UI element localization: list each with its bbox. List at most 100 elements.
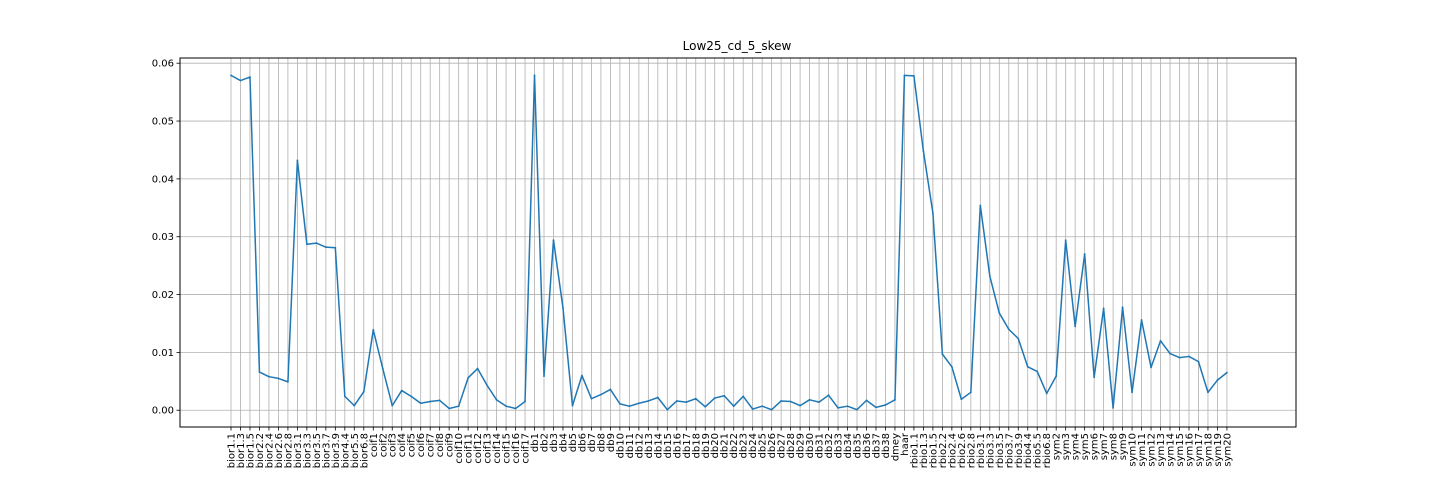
chart-title: Low25_cd_5_skew — [683, 39, 792, 53]
x-tick-label: coif1 — [369, 433, 380, 457]
data-point — [808, 398, 811, 401]
data-point — [268, 375, 270, 378]
data-point — [305, 243, 308, 246]
x-tick-label: coif9 — [445, 433, 456, 457]
data-point — [637, 402, 640, 405]
data-point — [1188, 355, 1190, 358]
data-point — [1140, 319, 1143, 321]
x-tick-label: db38 — [881, 433, 892, 458]
data-point — [353, 404, 356, 407]
x-tick-label: sym8 — [1109, 433, 1120, 460]
x-tick-label: sym4 — [1071, 433, 1082, 460]
x-tick-label: db24 — [748, 433, 759, 458]
x-tick-label: coif15 — [502, 433, 513, 464]
x-tick-label: dmey — [890, 433, 901, 461]
x-tick-label: rbio2.6 — [957, 433, 968, 468]
data-point — [827, 394, 830, 397]
x-tick-label: db12 — [634, 433, 645, 458]
x-tick-label: haar — [900, 432, 911, 456]
x-tick-label: db35 — [853, 433, 864, 458]
x-tick-label: db3 — [549, 433, 560, 452]
data-point — [685, 401, 688, 404]
data-point — [343, 395, 346, 398]
data-point — [950, 365, 953, 368]
data-point — [865, 399, 868, 402]
data-point — [789, 400, 792, 403]
x-tick-label: bior2.8 — [283, 433, 294, 468]
data-point — [400, 389, 403, 392]
x-tick-label: rbio3.3 — [985, 433, 996, 468]
x-tick-label: sym2 — [1052, 433, 1063, 460]
data-point — [1017, 337, 1020, 340]
data-point — [884, 404, 887, 406]
data-point — [875, 406, 877, 409]
x-tick-label: coif12 — [473, 433, 484, 464]
x-tick-label: sym20 — [1222, 433, 1233, 467]
x-tick-label: db7 — [587, 433, 598, 452]
data-point — [1226, 371, 1228, 374]
x-tick-label: db27 — [777, 433, 788, 458]
plot-frame — [179, 57, 1297, 428]
data-point — [362, 390, 365, 393]
x-tick-label: rbio2.2 — [938, 433, 949, 468]
x-tick-label: db16 — [672, 433, 683, 458]
data-point — [922, 150, 925, 153]
data-point — [1112, 407, 1115, 409]
x-tick-label: rbio2.4 — [947, 433, 958, 468]
x-tick-label: coif5 — [407, 433, 418, 457]
x-tick-label: db18 — [691, 433, 702, 458]
x-tick-label: db30 — [805, 433, 816, 458]
x-tick-label: sym14 — [1166, 433, 1177, 467]
x-tick-label: db29 — [796, 433, 807, 458]
x-tick-label: rbio4.4 — [1023, 433, 1034, 468]
x-tick-label: bior1.1 — [227, 433, 238, 468]
data-point — [524, 400, 526, 403]
x-tick-label: db17 — [682, 433, 693, 458]
y-tick-label: 0.04 — [152, 174, 174, 185]
data-point — [903, 74, 906, 77]
data-point — [590, 397, 593, 400]
x-tick-label: db9 — [606, 433, 617, 452]
x-tick-label: bior2.4 — [264, 433, 275, 468]
data-point — [846, 405, 849, 408]
data-point — [533, 74, 536, 77]
x-tick-label: sym15 — [1175, 433, 1186, 467]
y-tick-label: 0.00 — [152, 406, 174, 417]
data-point — [410, 395, 413, 398]
data-point — [761, 405, 764, 408]
x-tick-label: rbio1.5 — [928, 433, 939, 468]
x-tick-label: rbio3.7 — [1004, 433, 1015, 468]
data-point — [609, 388, 612, 391]
x-tick-label: bior2.6 — [274, 433, 285, 468]
data-point — [600, 393, 602, 396]
data-point — [1026, 365, 1029, 368]
data-point — [723, 394, 726, 397]
data-point — [296, 159, 299, 162]
x-tick-label: sym6 — [1090, 433, 1101, 460]
x-tick-label: db32 — [824, 433, 835, 458]
x-tick-label: coif6 — [416, 433, 427, 457]
x-tick-label: sym19 — [1213, 433, 1224, 467]
data-point — [656, 396, 659, 399]
data-point — [666, 408, 669, 411]
series-line — [230, 74, 1228, 411]
data-point — [476, 367, 479, 370]
x-tick-label: db20 — [710, 433, 721, 458]
x-tick-label: db2 — [540, 433, 551, 452]
grid — [180, 58, 1296, 427]
data-point — [1093, 376, 1096, 379]
x-tick-label: db34 — [843, 433, 854, 458]
data-point — [514, 407, 517, 410]
data-point — [552, 239, 555, 242]
x-tick-label: db25 — [758, 433, 769, 458]
data-point — [1083, 253, 1086, 255]
data-point — [448, 407, 451, 410]
x-tick-label: sym7 — [1099, 433, 1110, 460]
data-point — [249, 76, 251, 78]
x-tick-label: db28 — [786, 433, 797, 458]
series-layer — [230, 74, 1228, 411]
data-point — [713, 397, 716, 399]
data-point — [1036, 370, 1039, 373]
x-tick-label: coif4 — [397, 433, 408, 457]
data-point — [277, 377, 280, 380]
